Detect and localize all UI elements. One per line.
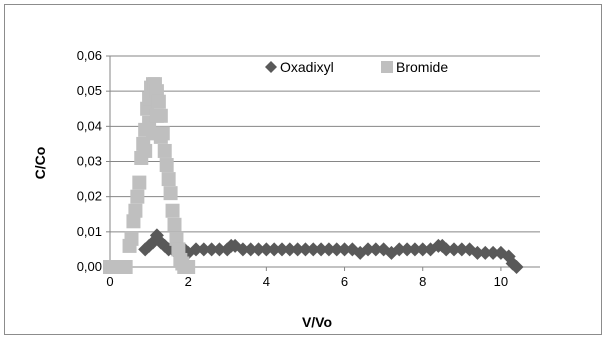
point-bromide [169,231,184,246]
point-oxadixyl [415,242,430,257]
x-tick-label: 8 [419,274,426,289]
point-bromide [132,175,147,190]
x-tick-label: 6 [341,274,348,289]
y-tick-label: 0,03 [77,154,102,169]
legend-marker-bromide [381,61,393,73]
x-tick-labels: 0 2 4 6 8 10 [106,267,508,289]
x-tick-label: 10 [494,274,508,289]
y-tick-label: 0,00 [77,259,102,274]
point-bromide [128,203,143,218]
point-oxadixyl [361,242,375,257]
point-oxadixyl [290,242,305,257]
legend-label-oxadixyl: Oxadixyl [280,59,334,75]
point-bromide [167,217,182,232]
point-oxadixyl [243,242,258,257]
point-oxadixyl [439,242,454,257]
point-bromide [163,186,178,201]
y-tick-label: 0,02 [77,189,102,204]
point-bromide [171,242,186,257]
y-axis-title: C/Co [32,147,48,180]
point-oxadixyl [478,245,493,260]
point-oxadixyl [470,245,485,260]
legend-label-bromide: Bromide [396,59,448,75]
y-tick-labels: 0,00 0,01 0,02 0,03 0,04 0,05 0,06 [77,48,110,274]
point-oxadixyl [337,242,352,257]
point-bromide [149,84,164,99]
point-oxadixyl [275,242,289,257]
point-oxadixyl [509,260,524,274]
y-tick-label: 0,01 [77,224,102,239]
x-tick-label: 4 [263,274,270,289]
point-bromide [124,231,139,246]
gridlines [110,55,540,233]
series-bromide [103,77,196,274]
point-oxadixyl [486,245,501,260]
legend-marker-oxadixyl [265,61,277,73]
point-oxadixyl [329,242,344,257]
point-bromide [165,203,180,218]
point-oxadixyl [400,242,415,257]
point-oxadixyl [267,242,282,257]
point-oxadixyl [368,242,383,257]
point-oxadixyl [501,249,516,264]
point-oxadixyl [204,242,219,257]
point-oxadixyl [407,242,422,257]
legend: Oxadixyl Bromide [265,59,448,75]
chart-frame [4,4,602,335]
point-bromide [159,158,174,173]
y-tick-label: 0,06 [77,48,102,63]
point-oxadixyl [259,242,274,257]
x-tick-label: 0 [106,274,113,289]
point-bromide [126,214,141,229]
x-tick-label: 2 [185,274,192,289]
y-tick-label: 0,04 [77,118,102,133]
point-oxadixyl [392,242,407,257]
point-oxadixyl [321,242,336,257]
point-bromide [138,143,153,158]
point-bromide [157,143,172,158]
point-bromide [181,260,196,274]
point-oxadixyl [251,242,266,257]
point-oxadixyl [447,242,461,257]
point-bromide [149,108,164,123]
point-oxadixyl [189,242,203,257]
point-oxadixyl [235,242,250,257]
point-bromide [118,260,133,274]
y-tick-label: 0,05 [77,83,102,98]
point-bromide [153,129,168,144]
point-oxadixyl [282,242,297,257]
point-bromide [161,172,176,187]
point-oxadixyl [306,242,321,257]
point-bromide [151,94,166,109]
point-oxadixyl [196,242,211,257]
x-axis-title: V/Vo [302,314,332,330]
point-oxadixyl [314,242,329,257]
point-oxadixyl [298,242,313,257]
point-oxadixyl [212,242,227,257]
point-oxadixyl [454,242,469,257]
point-bromide [130,189,145,204]
data-series [103,77,524,274]
